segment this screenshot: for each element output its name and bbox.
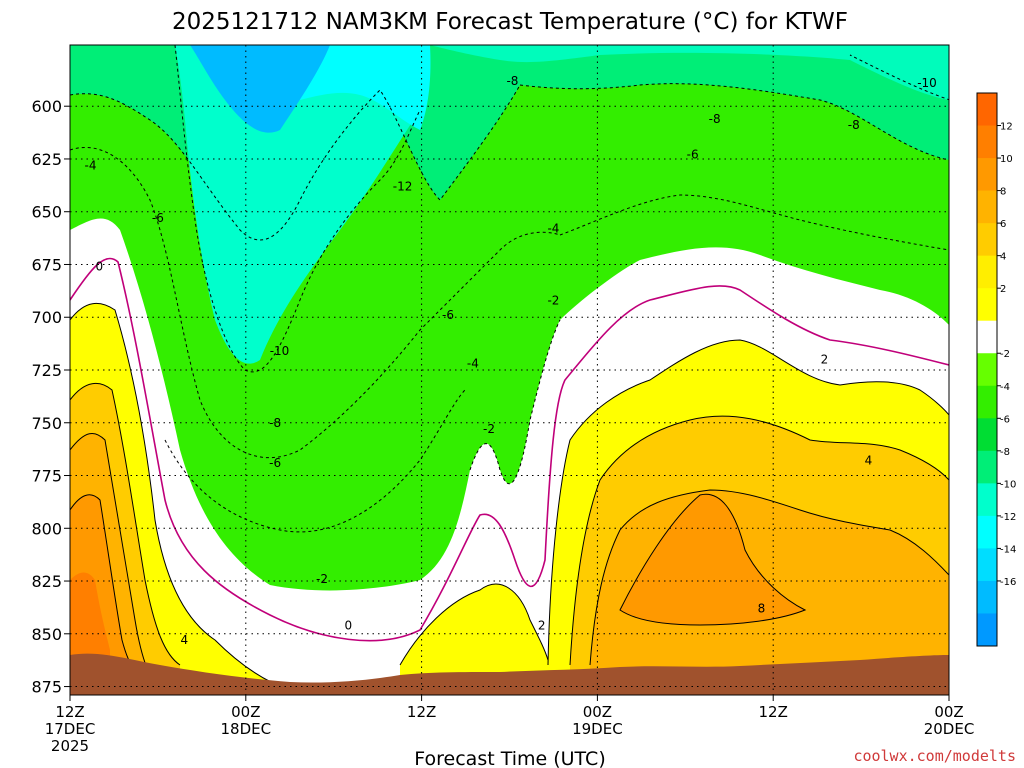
region-below-minus12	[190, 45, 330, 133]
colorbar-label-9: -8	[1000, 447, 1010, 458]
contour-label-9: 0	[95, 260, 103, 274]
colorbar-label-13: -16	[1000, 577, 1016, 588]
colorbar-swatch-13	[977, 515, 997, 549]
y-tick-label-650: 650	[31, 203, 62, 222]
y-tick-label-700: 700	[31, 308, 62, 327]
x-axis-label: Forecast Time (UTC)	[414, 748, 605, 768]
contour-label-7: -12	[393, 179, 413, 193]
plot-area: -8 -8 -8 -10 -6 -4 -6 -12 -4 0 -2 -6 -10 -4 2 -8 -2 -6 4 -2…	[70, 45, 949, 695]
contour-label-0: -8	[506, 74, 518, 88]
x-tick-line3-0: 2025	[51, 737, 89, 755]
vertical-gridlines	[70, 45, 949, 695]
y-tick-label-850: 850	[31, 625, 62, 644]
colorbar-legend: 12 10 8 6 4 2 -2 -4 -6 -8 -10 -12 -14 -16	[976, 92, 1016, 647]
y-tick-label-800: 800	[31, 519, 62, 538]
colorbar-label-4: 4	[1000, 252, 1006, 263]
negative-contour-lines	[70, 45, 949, 533]
region-2-to-4-center	[400, 584, 548, 695]
y-tick-label-600: 600	[31, 97, 62, 116]
y-axis-ticks: 600 625 650 675 700 725 750 775 800 825 850 875	[31, 97, 70, 697]
x-tick-line1-2: 12Z	[407, 703, 436, 721]
x-tick-line1-3: 00Z	[583, 703, 612, 721]
contour-label-18: 4	[865, 454, 873, 468]
chart-title: 2025121712 NAM3KM Forecast Temperature (…	[172, 9, 848, 35]
y-tick-label-625: 625	[31, 150, 62, 169]
positive-contour-lines	[70, 302, 949, 691]
contour-label-8: -4	[547, 222, 559, 236]
contour-label-4: -6	[687, 148, 699, 162]
contour-labels: -8 -8 -8 -10 -6 -4 -6 -12 -4 0 -2 -6 -10 -4 2 -8 -2 -6 4 -2…	[85, 74, 937, 647]
colorbar-swatch-0	[977, 93, 997, 127]
colorbar-swatch-16	[977, 613, 997, 647]
colorbar-label-11: -12	[1000, 512, 1016, 523]
x-tick-line1-5: 00Z	[934, 703, 963, 721]
colorbar-label-2: 8	[1000, 187, 1006, 198]
credit-text: coolwx.com/modelts	[853, 747, 1016, 765]
colorbar-swatch-5	[977, 255, 997, 289]
contour-label-12: -10	[270, 344, 290, 358]
y-tick-label-675: 675	[31, 255, 62, 274]
colorbar-swatch-15	[977, 580, 997, 614]
region-8-to-10-east	[620, 494, 805, 625]
contour-label-2: -8	[848, 118, 860, 132]
contour-label-19: -2	[316, 572, 328, 586]
contour-label-15: -8	[269, 416, 281, 430]
y-tick-label-725: 725	[31, 361, 62, 380]
contour-label-5: -4	[85, 158, 97, 172]
contour-label-16: -2	[483, 422, 495, 436]
contour-label-6: -6	[152, 211, 164, 225]
x-tick-line1-0: 12Z	[55, 703, 84, 721]
y-tick-label-875: 875	[31, 678, 62, 697]
colorbar-swatch-4	[977, 223, 997, 257]
contour-label-13: -4	[467, 357, 479, 371]
zero-contour-line	[70, 257, 949, 642]
colorbar-swatch-7	[977, 320, 997, 354]
x-tick-line2-3: 19DEC	[572, 720, 623, 738]
colorbar-label-6: -2	[1000, 349, 1010, 360]
colorbar-swatch-12	[977, 483, 997, 517]
contour-label-10: -2	[547, 293, 559, 307]
contour-label-20: 8	[758, 601, 766, 615]
colorbar-label-3: 6	[1000, 219, 1006, 230]
colorbar-label-10: -10	[1000, 479, 1016, 490]
y-tick-label-750: 750	[31, 414, 62, 433]
colorbar-label-5: 2	[1000, 284, 1006, 295]
x-tick-line2-1: 18DEC	[221, 720, 272, 738]
colorbar-label-1: 10	[1000, 154, 1013, 165]
x-tick-line2-5: 20DEC	[924, 720, 975, 738]
colorbar-frame	[976, 92, 998, 647]
contour-label-22: 0	[345, 618, 353, 632]
colorbar-swatch-11	[977, 450, 997, 484]
colorbar-swatch-6	[977, 288, 997, 322]
y-tick-label-825: 825	[31, 572, 62, 591]
contour-label-3: -10	[917, 76, 937, 90]
x-tick-line1-4: 12Z	[759, 703, 788, 721]
x-tick-line2-0: 17DEC	[45, 720, 96, 738]
colorbar-label-0: 12	[1000, 122, 1013, 133]
colorbar-swatch-8	[977, 353, 997, 387]
region-upper-cold	[70, 45, 949, 100]
colorbar-label-12: -14	[1000, 544, 1016, 555]
colorbar-swatch-9	[977, 385, 997, 419]
y-tick-label-775: 775	[31, 467, 62, 486]
colorbar-swatch-14	[977, 548, 997, 582]
contour-label-23: 2	[538, 618, 546, 632]
contour-label-11: -6	[442, 308, 454, 322]
colorbar-swatch-1	[977, 125, 997, 159]
colorbar-swatch-3	[977, 190, 997, 224]
contour-label-21: 4	[180, 633, 188, 647]
colorbar-swatch-2	[977, 158, 997, 192]
colorbar-label-8: -6	[1000, 414, 1010, 425]
colorbar-label-7: -4	[1000, 382, 1010, 393]
contour-label-1: -8	[709, 112, 721, 126]
contour-label-17: -6	[269, 456, 281, 470]
colorbar-swatch-10	[977, 418, 997, 452]
x-tick-line1-1: 00Z	[231, 703, 260, 721]
contour-label-14: 2	[821, 352, 829, 366]
horizontal-gridlines	[70, 105, 949, 688]
terrain-ground	[70, 653, 949, 695]
